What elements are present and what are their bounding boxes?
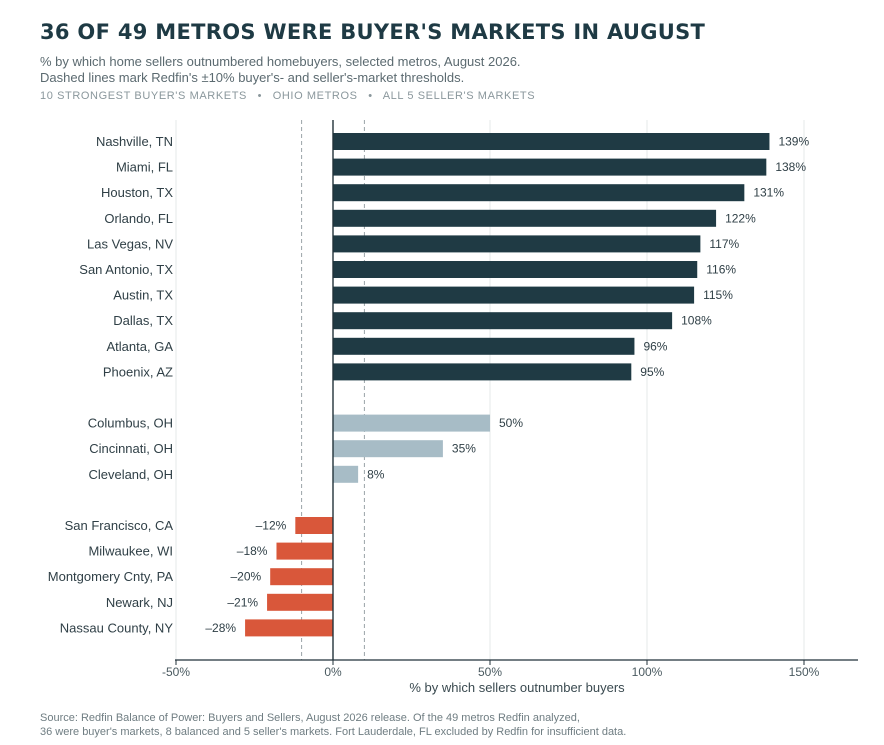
category-label: Phoenix, AZ	[103, 364, 173, 379]
data-label: –20%	[230, 570, 261, 584]
data-label: 8%	[367, 467, 385, 481]
data-label: 108%	[681, 314, 712, 328]
bar	[333, 286, 695, 304]
data-label: –28%	[205, 621, 236, 635]
category-label: Austin, TX	[113, 288, 173, 303]
data-label: 131%	[753, 186, 784, 200]
category-label: Nassau County, NY	[60, 620, 174, 635]
source-line: Source: Redfin Balance of Power: Buyers …	[40, 712, 580, 724]
category-label: Milwaukee, WI	[88, 544, 173, 559]
category-label: Newark, NJ	[106, 595, 173, 610]
category-label: San Antonio, TX	[79, 262, 173, 277]
data-label: –18%	[237, 544, 268, 558]
group-label-ohio: OHIO METROS	[272, 90, 358, 102]
data-label: 35%	[452, 442, 476, 456]
group-legend: 10 STRONGEST BUYER'S MARKETS • OHIO METR…	[40, 90, 535, 102]
data-label: 117%	[709, 237, 739, 251]
bar	[270, 568, 333, 586]
data-label: 115%	[703, 288, 733, 302]
category-label: Nashville, TN	[96, 134, 173, 149]
bar	[333, 414, 490, 432]
data-label: 139%	[778, 135, 809, 149]
category-label: San Francisco, CA	[65, 518, 174, 533]
data-label: 116%	[706, 263, 736, 277]
data-label: 95%	[640, 365, 664, 379]
category-label: Cincinnati, OH	[89, 441, 173, 456]
category-label: Columbus, OH	[88, 416, 173, 431]
group-separator: •	[257, 90, 263, 102]
category-label: Miami, FL	[116, 160, 173, 175]
bar	[333, 312, 673, 330]
bar	[333, 209, 717, 227]
bar	[333, 158, 767, 176]
bar	[333, 440, 443, 458]
x-tick-label: 100%	[632, 665, 663, 679]
bar	[333, 133, 770, 150]
bar	[333, 261, 698, 278]
category-label: Cleveland, OH	[88, 467, 173, 482]
data-label: 138%	[775, 160, 806, 174]
chart-subtitle: % by which home sellers outnumbered home…	[40, 54, 521, 86]
category-label: Atlanta, GA	[107, 339, 174, 354]
category-label: Orlando, FL	[104, 211, 173, 226]
source-line: 36 were buyer's markets, 8 balanced and …	[40, 726, 627, 738]
group-label-buyer-strong: 10 STRONGEST BUYER'S MARKETS	[40, 90, 247, 102]
x-tick-label: -50%	[162, 665, 190, 679]
chart-title: 36 OF 49 METROS WERE BUYER'S MARKETS IN …	[40, 20, 706, 44]
x-tick-label: 0%	[324, 665, 342, 679]
category-label: Montgomery Cnty, PA	[48, 569, 174, 584]
category-label: Houston, TX	[101, 185, 173, 200]
data-label: 50%	[499, 416, 523, 430]
data-label: 122%	[725, 211, 756, 225]
x-tick-label: 50%	[478, 665, 502, 679]
bar	[333, 235, 701, 253]
bar	[267, 593, 333, 611]
bar	[333, 184, 745, 202]
x-axis-title: % by which sellers outnumber buyers	[409, 680, 625, 695]
bar	[333, 337, 635, 355]
bar	[295, 517, 333, 534]
data-label: –12%	[256, 519, 287, 533]
category-label: Las Vegas, NV	[87, 236, 173, 251]
group-separator: •	[368, 90, 373, 102]
data-label: –21%	[227, 595, 258, 609]
data-label: 96%	[643, 339, 667, 353]
x-tick-label: 150%	[789, 665, 820, 679]
subtitle-line: Dashed lines mark Redfin's ±10% buyer's-…	[40, 70, 465, 85]
group-label-seller: ALL 5 SELLER'S MARKETS	[382, 90, 536, 102]
source-note: Source: Redfin Balance of Power: Buyers …	[40, 711, 626, 739]
bar	[333, 363, 632, 381]
subtitle-line: % by which home sellers outnumbered home…	[40, 54, 521, 69]
bar	[333, 465, 359, 483]
bar	[276, 542, 333, 560]
bar	[245, 619, 333, 637]
category-label: Dallas, TX	[113, 313, 173, 328]
